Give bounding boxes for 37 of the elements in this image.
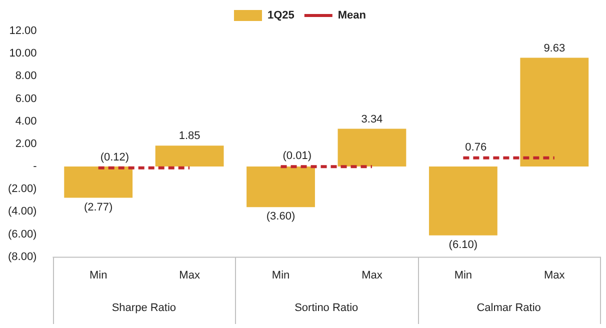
x-tick-label: Max	[544, 269, 566, 282]
data-label: (3.60)	[266, 210, 296, 223]
legend-label: 1Q25	[267, 10, 294, 22]
bar	[155, 146, 224, 166]
x-tick-label: Min	[272, 269, 290, 282]
bar	[520, 58, 589, 166]
x-tick-label: Max	[362, 269, 383, 282]
y-tick-label: -	[33, 160, 38, 173]
y-tick-label: 8.00	[15, 70, 37, 82]
data-label: 3.34	[361, 113, 383, 126]
text: Sharpe Ratio	[112, 302, 176, 314]
legend-label: Mean	[338, 10, 366, 22]
x-tick-label: Max	[179, 269, 200, 282]
text: Sortino Ratio	[294, 302, 358, 314]
bar	[428, 166, 498, 236]
data-label: (0.12)	[100, 151, 130, 164]
x-tick-label: Min	[89, 269, 108, 282]
bar	[246, 166, 315, 208]
data-label: (0.01)	[282, 150, 312, 162]
y-tick-label: (6.00)	[8, 228, 37, 240]
text: Calmar Ratio	[476, 302, 541, 314]
data-label: 0.76	[465, 141, 487, 154]
y-tick-label: 10.00	[9, 48, 37, 60]
bar	[338, 128, 406, 166]
y-tick-label: (2.00)	[8, 183, 37, 196]
data-label: (2.77)	[84, 201, 113, 214]
data-label: 1.85	[178, 130, 200, 142]
y-tick-label: 2.00	[15, 138, 37, 150]
y-tick-label: 4.00	[15, 115, 37, 128]
data-label: (6.10)	[448, 238, 478, 251]
y-tick-label: (4.00)	[8, 206, 37, 218]
x-tick-label: Min	[454, 269, 472, 282]
bar	[64, 166, 133, 198]
y-tick-label: (8.00)	[8, 250, 37, 263]
data-label: 9.63	[544, 42, 566, 54]
y-tick-label: 12.00	[9, 25, 37, 38]
y-tick-label: 6.00	[15, 92, 37, 105]
